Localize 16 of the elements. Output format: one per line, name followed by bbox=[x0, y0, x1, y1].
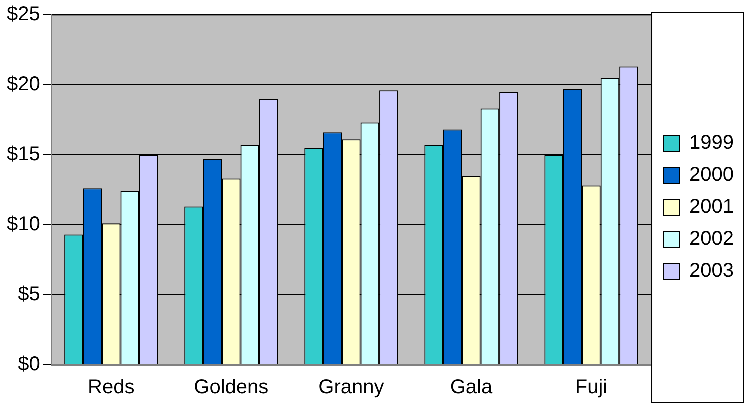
y-tick-label: $0 bbox=[18, 354, 40, 376]
legend-label: 2000 bbox=[690, 164, 734, 186]
x-tick-label: Fuji bbox=[575, 376, 608, 399]
legend-label: 1999 bbox=[690, 132, 734, 154]
y-tick-label: $15 bbox=[6, 144, 40, 166]
legend-label: 2001 bbox=[690, 196, 734, 218]
x-tick-label: Reds bbox=[88, 376, 135, 399]
y-tick-label: $10 bbox=[6, 214, 40, 236]
x-tick-label: Granny bbox=[318, 376, 384, 399]
legend-label: 2002 bbox=[690, 228, 734, 250]
x-tick-label: Gala bbox=[450, 376, 494, 399]
x-tick-label: Goldens bbox=[194, 376, 269, 399]
legend-label: 2003 bbox=[690, 260, 734, 282]
y-tick-label: $5 bbox=[18, 284, 40, 306]
y-tick-label: $25 bbox=[6, 4, 40, 26]
y-tick-label: $20 bbox=[6, 74, 40, 96]
